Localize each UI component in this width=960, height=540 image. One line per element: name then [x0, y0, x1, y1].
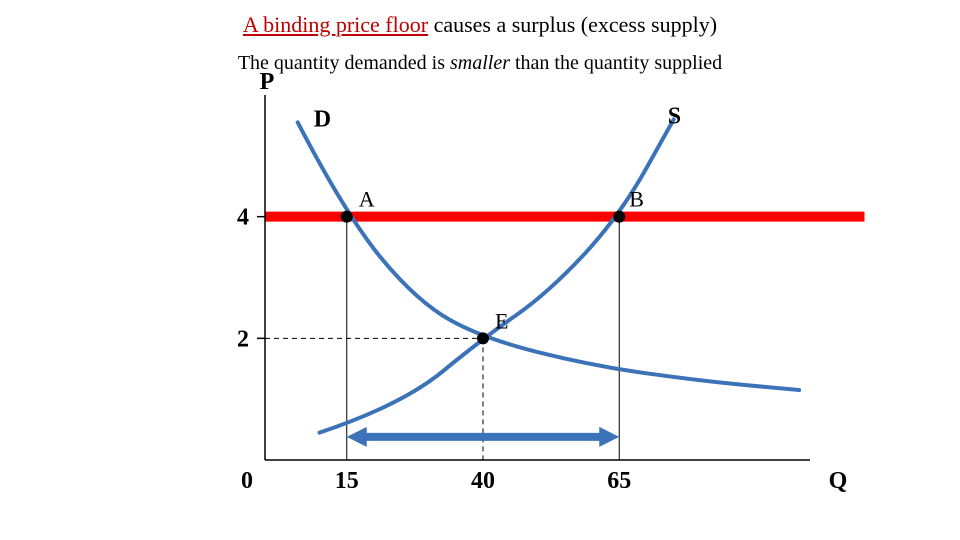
point-e [477, 332, 489, 344]
x-axis-label: Q [829, 468, 848, 494]
arrow-left-head-icon [347, 427, 367, 447]
demand-curve [298, 122, 799, 390]
arrow-right-head-icon [599, 427, 619, 447]
point-a [341, 211, 353, 223]
y-axis-label: P [260, 69, 275, 95]
point-e-label: E [495, 308, 508, 333]
y-tick-label: 2 [237, 326, 249, 352]
x-tick-label: 40 [471, 468, 495, 494]
origin-label: 0 [241, 468, 253, 494]
point-a-label: A [359, 187, 375, 212]
supply-curve [320, 119, 674, 432]
x-tick-label: 15 [335, 468, 359, 494]
y-tick-label: 4 [237, 205, 249, 231]
supply-label: S [668, 103, 681, 129]
point-b-label: B [629, 187, 644, 212]
demand-label: D [314, 106, 331, 132]
supply-demand-chart: 2 4 15 40 65 P Q 0 D S A B E [0, 0, 960, 540]
x-tick-label: 65 [607, 468, 631, 494]
point-b [613, 211, 625, 223]
